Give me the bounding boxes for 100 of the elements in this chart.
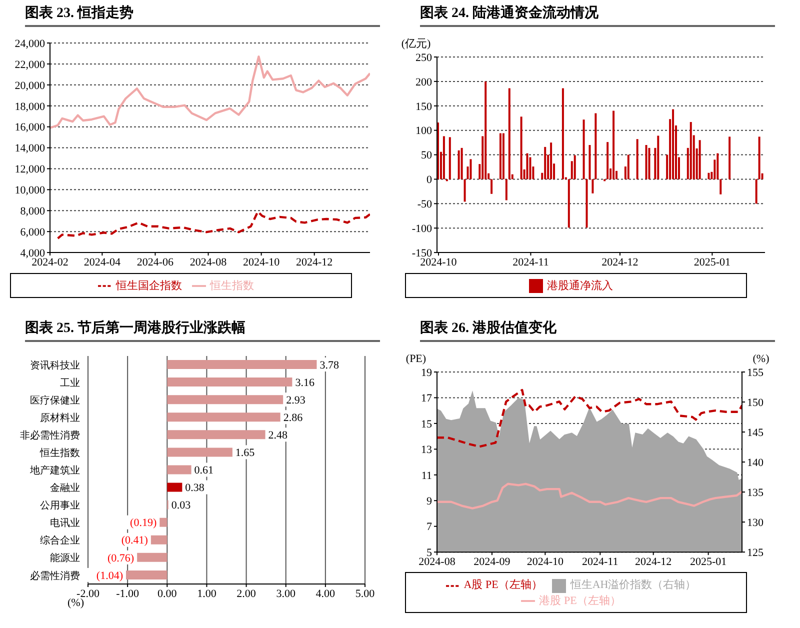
legend-label: 恒生国企指数 bbox=[116, 280, 182, 292]
chart-title: 图表 25. 节后第一周港股行业涨跌幅 bbox=[25, 315, 380, 342]
y-tick-label: 6,000 bbox=[20, 226, 46, 238]
y-tick-label: 医疗保健业 bbox=[30, 394, 80, 406]
y2-tick-label: 130 bbox=[747, 516, 764, 529]
y-tick-label: 15 bbox=[421, 418, 432, 430]
y2-tick-label: 155 bbox=[747, 366, 764, 379]
x-tick-label: 4.00 bbox=[316, 588, 336, 600]
y-tick-label: 18,000 bbox=[14, 100, 46, 113]
y-tick-label: 16,000 bbox=[14, 122, 46, 134]
bar bbox=[592, 179, 594, 194]
y-tick-label: 必需性消费 bbox=[30, 570, 80, 582]
y-tick-label: 24,000 bbox=[14, 38, 46, 50]
chart-title: 图表 24. 陆港通资金流动情况 bbox=[420, 0, 775, 27]
y2-tick-label: 125 bbox=[747, 546, 764, 559]
y-tick-label: 250 bbox=[416, 52, 432, 64]
bar bbox=[526, 153, 528, 180]
y-tick-label: 20,000 bbox=[14, 80, 46, 92]
bar bbox=[562, 88, 564, 180]
bar bbox=[708, 172, 710, 180]
bar bbox=[698, 140, 701, 180]
data-label: (1.04) bbox=[96, 570, 124, 582]
bar bbox=[716, 153, 719, 180]
bar bbox=[490, 179, 493, 194]
x-tick-label: 2024-12 bbox=[602, 256, 638, 268]
x-tick-label: 2025-01 bbox=[690, 556, 727, 568]
x-tick-label: 2024-11 bbox=[582, 556, 618, 568]
legend-label: A股 PE（左轴） bbox=[464, 579, 542, 592]
x-tick-label: 5.00 bbox=[355, 588, 376, 600]
y2-tick-label: 140 bbox=[747, 456, 764, 469]
bar bbox=[499, 133, 502, 180]
y-tick-label: 7 bbox=[426, 521, 432, 534]
y-tick-label: 11 bbox=[421, 470, 432, 482]
data-label: (0.19) bbox=[130, 517, 157, 530]
line-series bbox=[437, 388, 742, 448]
bar bbox=[586, 179, 588, 228]
y-tick-label: 14,000 bbox=[14, 142, 46, 155]
y-tick-label: 9 bbox=[426, 496, 432, 508]
bar bbox=[612, 110, 615, 180]
line-series bbox=[437, 482, 742, 510]
y-tick-label: 资讯科技业 bbox=[30, 359, 80, 372]
y-tick-label: 0 bbox=[426, 174, 432, 186]
bar bbox=[574, 155, 576, 180]
legend-label: 港股 PE（左轴） bbox=[539, 594, 621, 607]
bar bbox=[672, 109, 674, 180]
bar bbox=[502, 133, 504, 180]
x-tick-label: 2025-01 bbox=[694, 256, 731, 268]
y-tick-label: 金融业 bbox=[50, 482, 80, 494]
y-tick-label: 能源业 bbox=[50, 552, 80, 564]
bar bbox=[529, 157, 532, 180]
bar bbox=[167, 430, 266, 440]
bar bbox=[137, 552, 168, 562]
data-label: 0.03 bbox=[171, 500, 192, 512]
bar bbox=[150, 535, 168, 544]
y-tick-label: 150 bbox=[416, 100, 432, 113]
bar bbox=[728, 136, 731, 180]
bar bbox=[588, 144, 591, 180]
bar bbox=[167, 412, 280, 422]
data-label: 0.61 bbox=[194, 464, 214, 477]
y-tick-label: 公用事业 bbox=[40, 500, 80, 512]
y-tick-label: -50 bbox=[417, 198, 432, 211]
data-label: 2.93 bbox=[286, 394, 306, 406]
line-series bbox=[50, 56, 370, 129]
bar bbox=[442, 136, 445, 180]
x-tick-label: 2024-04 bbox=[84, 256, 121, 268]
bar bbox=[167, 465, 192, 474]
y2-axis-title: (%) bbox=[752, 353, 770, 365]
bar bbox=[606, 142, 609, 180]
x-tick-label: 2024-10 bbox=[526, 556, 564, 568]
legend-label: 恒生指数 bbox=[210, 280, 254, 292]
data-label: 2.48 bbox=[268, 430, 288, 442]
y-tick-label: 17 bbox=[421, 392, 432, 405]
bar bbox=[167, 395, 284, 404]
bar bbox=[508, 88, 510, 180]
y-tick-label: 综合企业 bbox=[40, 534, 80, 547]
y-tick-label: 19 bbox=[421, 366, 432, 379]
y-tick-label: 100 bbox=[416, 125, 432, 138]
y-tick-label: 工业 bbox=[60, 376, 80, 389]
chart-title: 图表 26. 港股估值变化 bbox=[420, 315, 775, 342]
y-tick-label: 电讯业 bbox=[50, 517, 80, 530]
bar bbox=[627, 154, 630, 180]
line-series bbox=[56, 210, 370, 240]
y-tick-label: 50 bbox=[421, 150, 432, 162]
bar bbox=[470, 159, 472, 180]
x-tick-label: 2024-08 bbox=[190, 256, 228, 268]
y-tick-label: 非必需性消费 bbox=[20, 429, 80, 442]
x-tick-label: 2024-06 bbox=[136, 256, 174, 268]
x-tick-label: 3.00 bbox=[276, 588, 296, 600]
bar bbox=[505, 179, 508, 200]
bar bbox=[550, 142, 552, 180]
y-tick-label: 13 bbox=[421, 444, 432, 456]
x-tick-label: 0.00 bbox=[158, 588, 178, 600]
x-tick-label: 2024-11 bbox=[512, 256, 549, 268]
y-tick-label: 10,000 bbox=[14, 184, 46, 197]
bar bbox=[568, 179, 570, 228]
y-tick-label: 12,000 bbox=[14, 164, 46, 176]
bar bbox=[464, 179, 466, 202]
y2-tick-label: 145 bbox=[747, 426, 764, 439]
bar bbox=[167, 360, 317, 369]
data-label: 1.65 bbox=[235, 447, 256, 460]
